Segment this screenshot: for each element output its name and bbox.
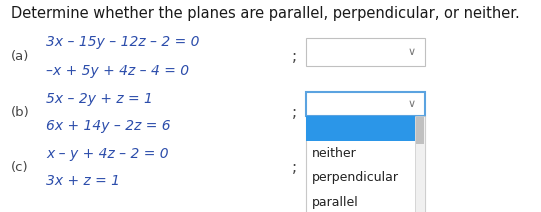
Text: 6x + 14y – 2z = 6: 6x + 14y – 2z = 6 xyxy=(46,119,170,133)
Bar xyxy=(415,116,425,212)
Text: 3x – 15y – 12z – 2 = 0: 3x – 15y – 12z – 2 = 0 xyxy=(46,35,200,49)
Text: x – y + 4z – 2 = 0: x – y + 4z – 2 = 0 xyxy=(46,147,169,161)
Text: –x + 5y + 4z – 4 = 0: –x + 5y + 4z – 4 = 0 xyxy=(46,64,189,78)
Text: (a): (a) xyxy=(11,50,29,63)
Text: parallel: parallel xyxy=(312,196,359,209)
Bar xyxy=(416,117,424,144)
Text: Determine whether the planes are parallel, perpendicular, or neither.: Determine whether the planes are paralle… xyxy=(11,6,519,21)
Text: ;: ; xyxy=(292,160,298,175)
Text: neither: neither xyxy=(312,147,357,160)
Bar xyxy=(306,92,425,116)
Bar xyxy=(306,116,415,141)
Text: ;: ; xyxy=(292,49,298,64)
Text: (b): (b) xyxy=(11,106,30,119)
Text: 3x + z = 1: 3x + z = 1 xyxy=(46,174,120,188)
Text: ∨: ∨ xyxy=(407,47,415,57)
Text: 5x – 2y + z = 1: 5x – 2y + z = 1 xyxy=(46,92,153,106)
Text: ∨: ∨ xyxy=(407,99,415,109)
Text: ;: ; xyxy=(292,105,298,120)
Bar xyxy=(306,38,425,66)
Bar xyxy=(306,116,425,212)
Text: perpendicular: perpendicular xyxy=(312,171,399,184)
Text: (c): (c) xyxy=(11,161,29,174)
